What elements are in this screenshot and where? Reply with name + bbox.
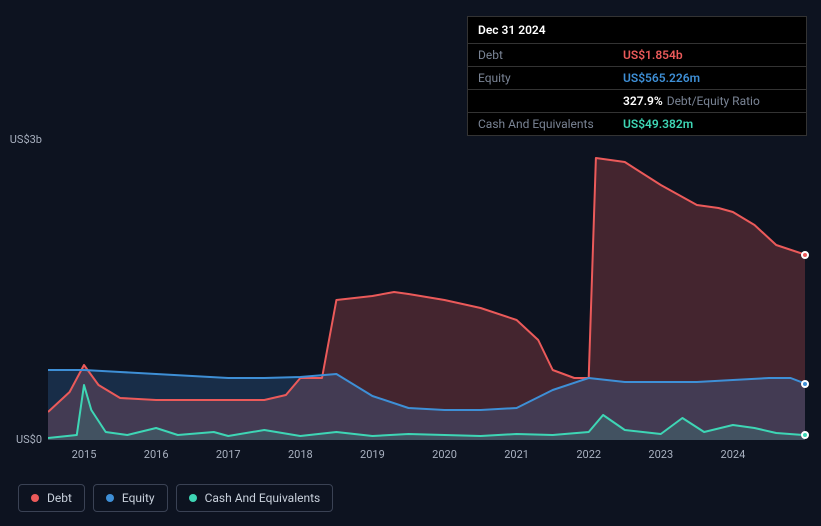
legend-item-cash[interactable]: Cash And Equivalents [176, 484, 334, 512]
tooltip-row-value: 327.9%Debt/Equity Ratio [623, 94, 760, 108]
x-axis-label: 2016 [144, 448, 169, 461]
x-axis-label: 2021 [504, 448, 529, 461]
tooltip-row-label: Cash And Equivalents [478, 117, 623, 131]
tooltip-row: DebtUS$1.854b [468, 44, 806, 67]
legend-label: Debt [47, 491, 72, 505]
x-axis-label: 2022 [576, 448, 601, 461]
x-axis-label: 2019 [360, 448, 385, 461]
chart-legend: Debt Equity Cash And Equivalents [18, 484, 333, 512]
tooltip-row-value: US$49.382m [623, 117, 693, 131]
equity-end-marker [801, 380, 809, 388]
tooltip-row: Cash And EquivalentsUS$49.382m [468, 113, 806, 135]
x-axis-label: 2023 [648, 448, 673, 461]
tooltip-row-label: Debt [478, 48, 623, 62]
x-axis-label: 2020 [432, 448, 457, 461]
tooltip-row-label: Equity [478, 71, 623, 85]
equity-legend-dot-icon [106, 494, 114, 502]
legend-item-debt[interactable]: Debt [18, 484, 85, 512]
x-axis-label: 2017 [216, 448, 241, 461]
y-axis-label: US$0 [0, 433, 42, 446]
x-axis-label: 2018 [288, 448, 313, 461]
tooltip-row: EquityUS$565.226m [468, 67, 806, 90]
debt-legend-dot-icon [31, 494, 39, 502]
chart-plot-area [48, 140, 805, 440]
tooltip-row: 327.9%Debt/Equity Ratio [468, 90, 806, 113]
y-axis-label: US$3b [0, 133, 42, 146]
x-axis-label: 2015 [72, 448, 97, 461]
legend-label: Cash And Equivalents [205, 491, 321, 505]
chart-svg [48, 140, 805, 440]
tooltip-date: Dec 31 2024 [468, 17, 806, 44]
legend-label: Equity [122, 491, 155, 505]
x-axis-label: 2024 [721, 448, 746, 461]
cash-legend-dot-icon [189, 494, 197, 502]
cash-end-marker [801, 431, 809, 439]
chart-tooltip: Dec 31 2024 DebtUS$1.854bEquityUS$565.22… [467, 16, 807, 136]
tooltip-row-label [478, 94, 623, 108]
tooltip-row-value: US$1.854b [623, 48, 683, 62]
debt-end-marker [801, 251, 809, 259]
tooltip-row-suffix: Debt/Equity Ratio [667, 94, 760, 108]
tooltip-row-value: US$565.226m [623, 71, 700, 85]
legend-item-equity[interactable]: Equity [93, 484, 168, 512]
